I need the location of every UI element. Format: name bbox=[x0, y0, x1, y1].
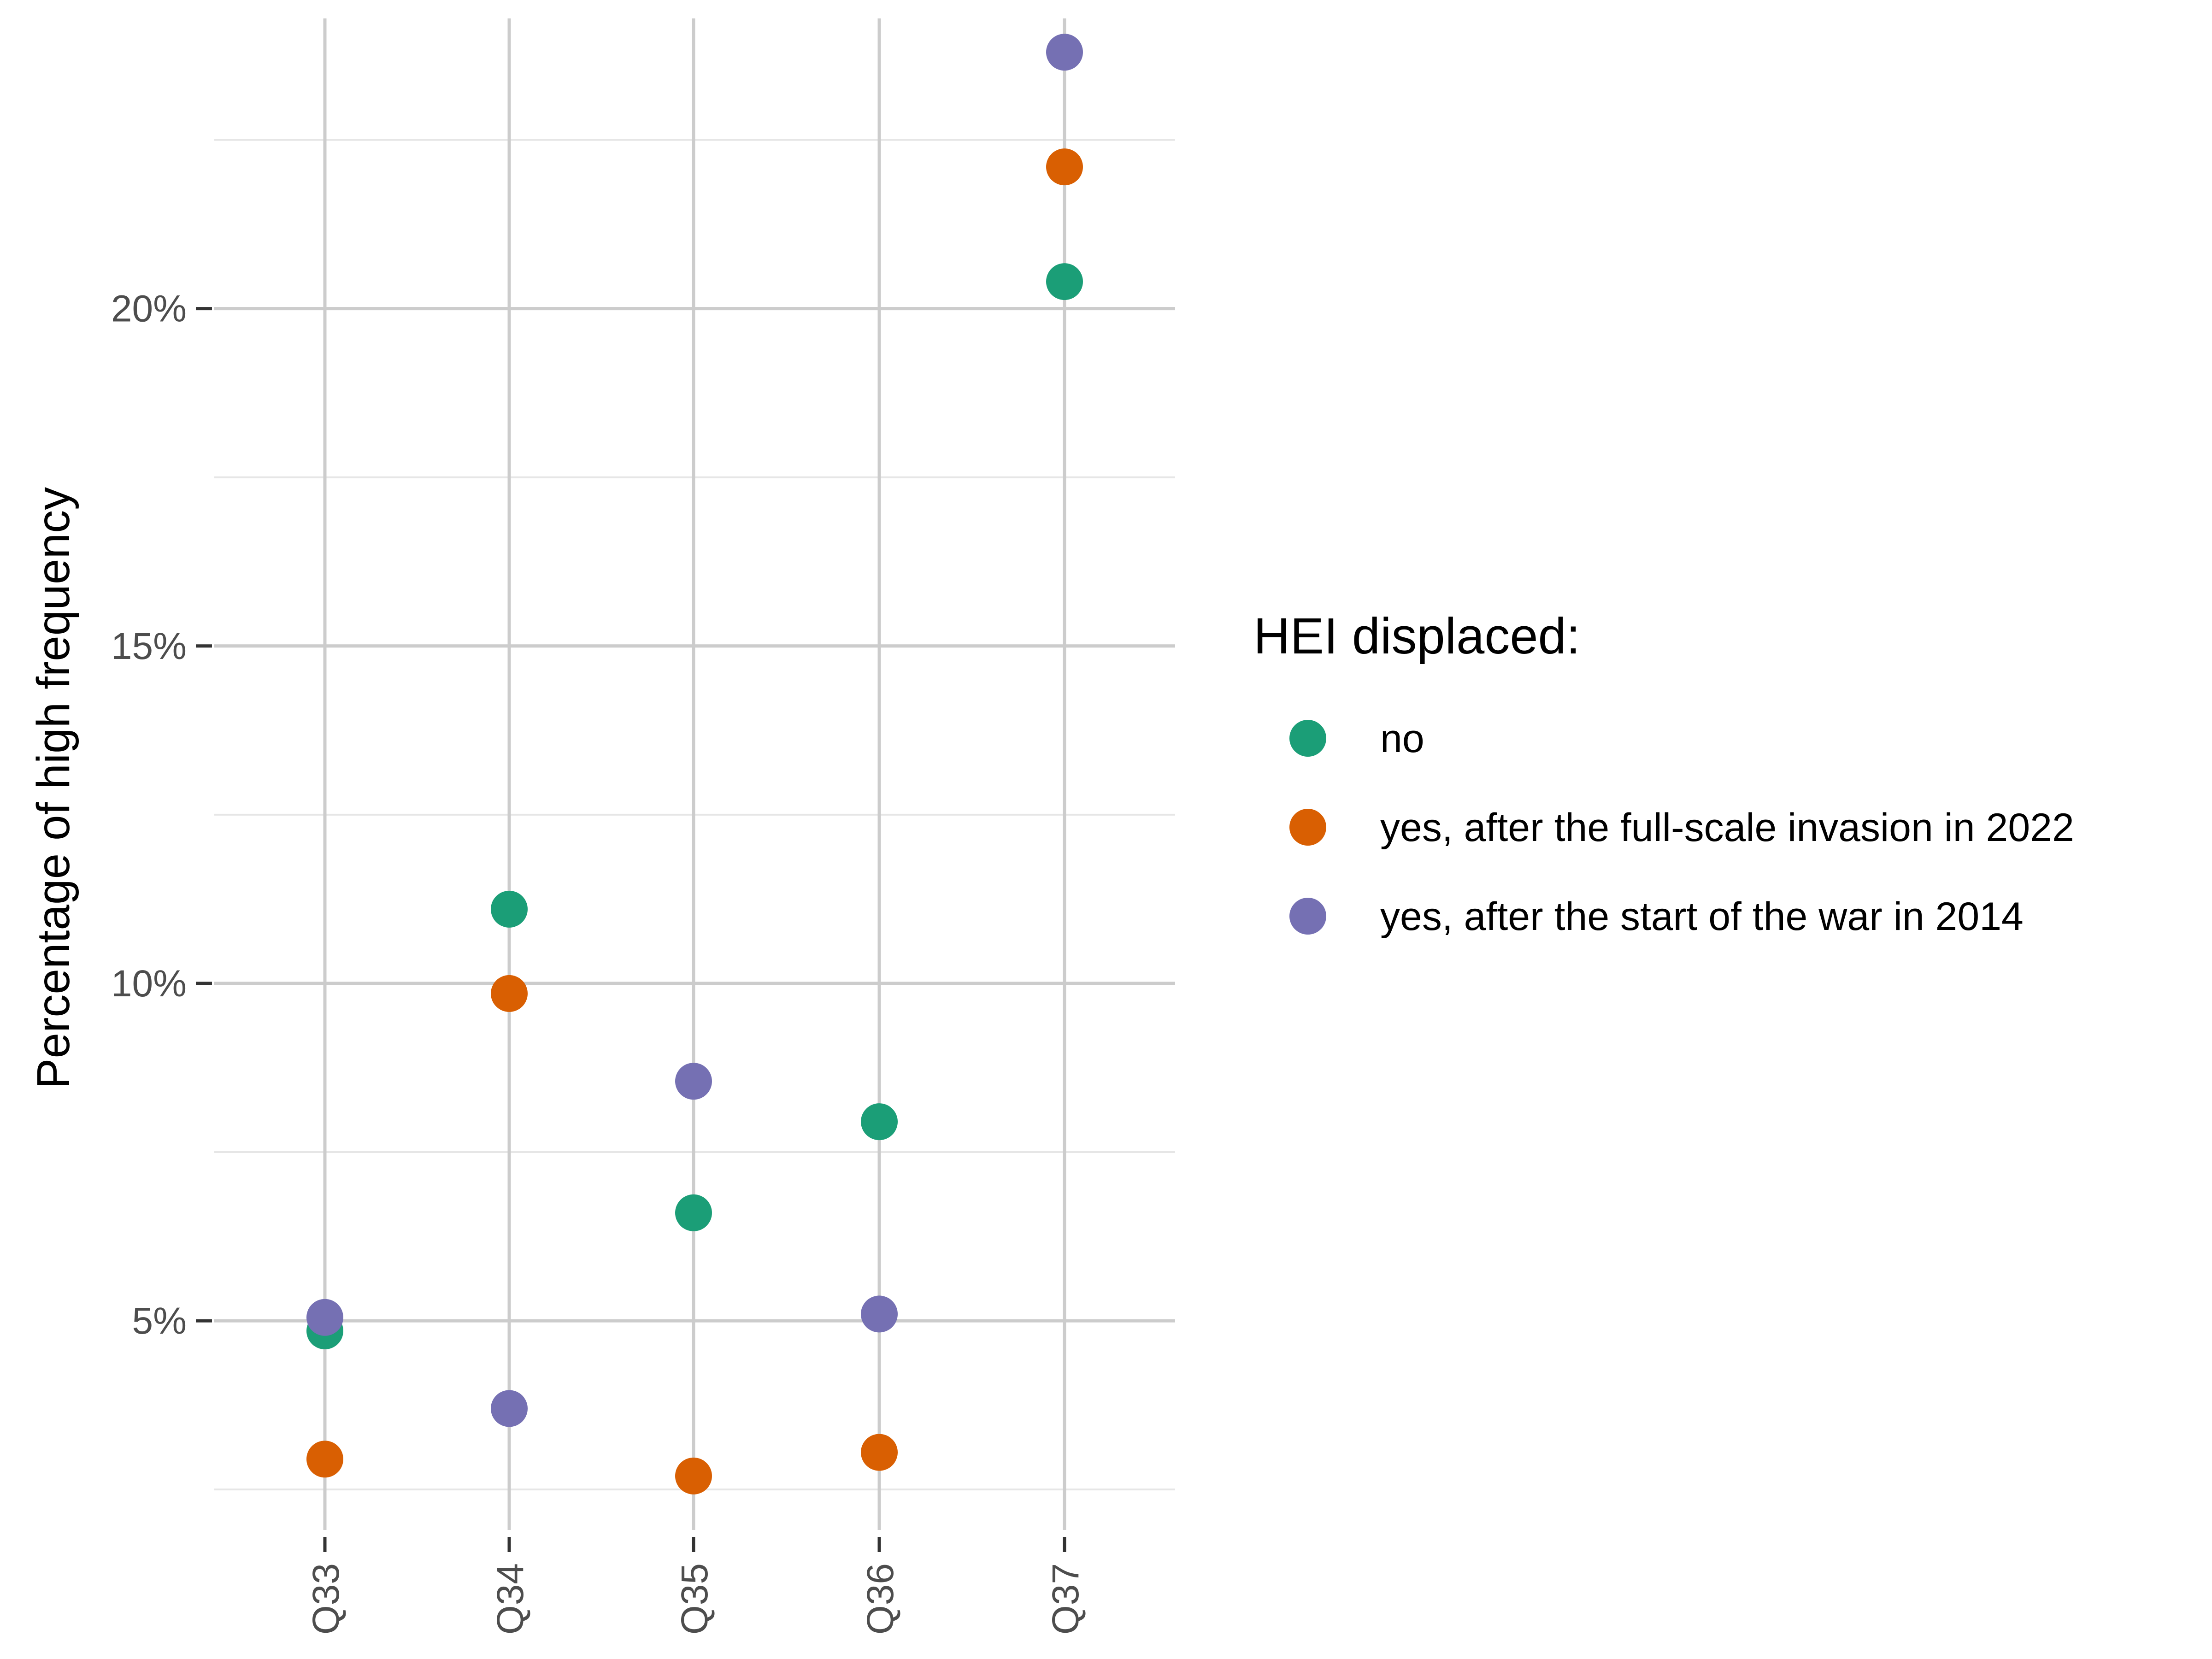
x-tick-label: Q36 bbox=[859, 1563, 901, 1635]
data-point bbox=[675, 1457, 712, 1494]
x-tick-label: Q37 bbox=[1045, 1563, 1087, 1635]
data-point bbox=[306, 1441, 343, 1478]
data-point bbox=[1046, 263, 1083, 300]
legend-swatch bbox=[1289, 809, 1326, 846]
y-axis-title: Percentage of high frequency bbox=[28, 487, 79, 1089]
legend-label: no bbox=[1380, 717, 1424, 761]
data-point bbox=[861, 1295, 898, 1333]
y-axis: 5% 10% 15% 20% bbox=[111, 288, 212, 1342]
data-point bbox=[306, 1299, 343, 1336]
y-tick-label: 5% bbox=[132, 1300, 187, 1342]
legend-label: yes, after the start of the war in 2014 bbox=[1380, 894, 2024, 939]
y-tick-label: 20% bbox=[111, 288, 187, 330]
data-point bbox=[1046, 148, 1083, 186]
data-point bbox=[491, 1390, 528, 1427]
x-tick-label: Q35 bbox=[674, 1563, 716, 1635]
legend-label: yes, after the full-scale invasion in 20… bbox=[1380, 806, 2074, 850]
data-point bbox=[675, 1194, 712, 1231]
legend-swatch bbox=[1289, 898, 1326, 935]
legend: HEI displaced: no yes, after the full-sca… bbox=[1253, 608, 2074, 939]
data-point bbox=[1046, 34, 1083, 71]
data-point bbox=[861, 1103, 898, 1141]
x-tick-label: Q33 bbox=[305, 1563, 347, 1635]
data-point bbox=[491, 890, 528, 928]
data-point bbox=[675, 1063, 712, 1100]
x-tick-label: Q34 bbox=[489, 1563, 531, 1635]
data-point bbox=[491, 975, 528, 1012]
data-points bbox=[306, 34, 1083, 1494]
legend-swatch bbox=[1289, 720, 1326, 757]
x-grid bbox=[323, 18, 1066, 1530]
legend-title: HEI displaced: bbox=[1253, 608, 1580, 665]
data-point bbox=[861, 1434, 898, 1471]
y-tick-label: 10% bbox=[111, 963, 187, 1005]
x-axis: Q33 Q34 Q35 Q36 Q37 bbox=[305, 1537, 1087, 1635]
y-tick-label: 15% bbox=[111, 625, 187, 667]
